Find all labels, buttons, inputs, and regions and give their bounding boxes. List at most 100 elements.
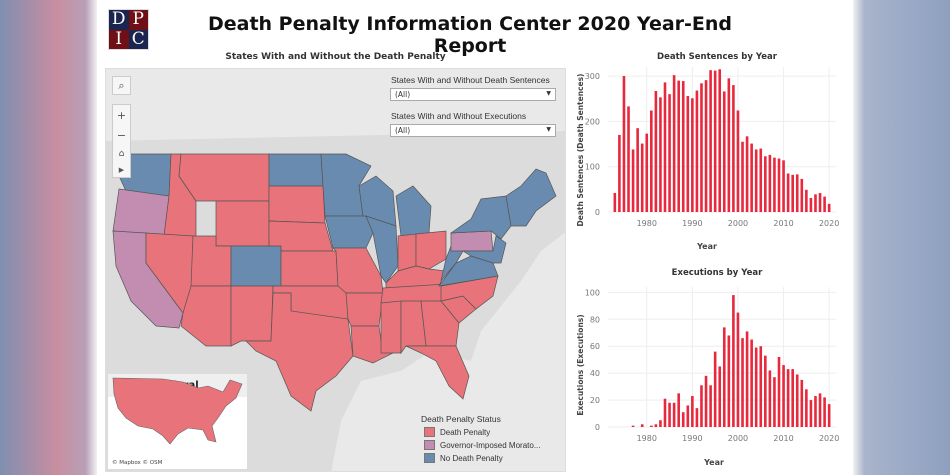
legend-swatch	[424, 440, 435, 450]
state-west-virginia[interactable]	[440, 245, 464, 282]
legend-item-death-penalty[interactable]: Death Penalty	[421, 427, 540, 437]
bar-1988	[681, 81, 685, 212]
state-wyoming[interactable]	[215, 200, 270, 247]
bar-1984	[663, 398, 667, 427]
search-map-button[interactable]: ⌕	[112, 76, 131, 95]
bar-1990	[691, 396, 694, 427]
bar-1998	[727, 335, 731, 427]
state-colorado[interactable]	[230, 245, 282, 287]
chart-title: Executions by Year	[672, 268, 763, 278]
bar-2001	[741, 141, 744, 212]
filter-executions-dropdown[interactable]: (All) ▼	[390, 124, 556, 137]
logo-letter: P	[128, 10, 148, 30]
x-axis-label: Year	[696, 242, 717, 251]
bar-2019	[823, 196, 826, 212]
y-tick-label: 80	[590, 315, 600, 324]
state-pennsylvania[interactable]	[450, 230, 494, 252]
bar-1989	[686, 405, 690, 427]
bar-2007	[768, 154, 772, 212]
bar-1993	[704, 80, 708, 212]
state-montana[interactable]	[178, 153, 270, 202]
executions-chart[interactable]: Executions by Year Year Executions (Exec…	[570, 260, 845, 475]
state-new-mexico[interactable]	[230, 285, 274, 347]
expand-arrow-icon[interactable]: ▶	[118, 165, 125, 174]
x-tick-label: 1990	[682, 434, 702, 443]
state-oregon[interactable]	[112, 188, 170, 237]
state-arkansas[interactable]	[345, 292, 384, 327]
bar-2004	[754, 347, 758, 427]
legend-label: Death Penalty	[440, 427, 491, 437]
x-tick-label: 2000	[728, 434, 748, 443]
bar-1993	[704, 375, 708, 427]
bar-1988	[681, 412, 685, 427]
page-title: Death Penalty Information Center 2020 Ye…	[207, 13, 733, 57]
federal-map	[112, 377, 243, 445]
bar-2016	[809, 197, 813, 212]
bar-1985	[668, 94, 671, 212]
legend-label: No Death Penalty	[440, 453, 503, 463]
bar-2000	[736, 110, 740, 212]
legend-item-no-death-penalty[interactable]: No Death Penalty	[421, 453, 540, 463]
y-axis-label: Death Sentences (Death Sentences)	[576, 74, 585, 227]
bar-1975	[622, 76, 626, 212]
death-sentences-chart[interactable]: Death Sentences by Year Year Death Sente…	[570, 45, 845, 260]
y-tick-label: 300	[585, 72, 600, 81]
bar-1995	[713, 70, 717, 212]
map-svg[interactable]	[106, 69, 566, 472]
x-axis-label: Year	[703, 458, 724, 467]
search-icon: ⌕	[118, 78, 125, 92]
bar-1984	[663, 82, 667, 212]
state-north-dakota[interactable]	[268, 153, 324, 187]
home-icon[interactable]: ⌂	[118, 148, 125, 159]
state-texas[interactable]	[245, 292, 354, 412]
legend-item-moratorium[interactable]: Governor-Imposed Morato...	[421, 440, 540, 450]
state-kansas[interactable]	[280, 250, 339, 287]
bar-2013	[795, 174, 799, 212]
state-indiana[interactable]	[397, 233, 417, 272]
bar-2016	[809, 400, 813, 427]
bar-2011	[786, 173, 790, 212]
legend-swatch	[424, 427, 435, 437]
state-iowa[interactable]	[324, 215, 374, 249]
bar-2006	[764, 156, 767, 212]
bar-1980	[645, 133, 649, 212]
bar-2003	[750, 143, 753, 212]
state-new-england[interactable]	[505, 168, 557, 227]
map-toolbar: + − ⌂ ▶	[112, 104, 131, 178]
us-map[interactable]: ⌕ + − ⌂ ▶ States With and Without Death …	[105, 68, 566, 472]
bar-2004	[754, 149, 758, 212]
state-georgia[interactable]	[420, 300, 460, 347]
zoom-out-icon[interactable]: −	[116, 128, 127, 142]
bar-2015	[805, 389, 808, 427]
state-michigan[interactable]	[395, 185, 432, 237]
bar-1977	[631, 149, 635, 212]
bar-1996	[718, 366, 722, 427]
state-south-dakota[interactable]	[268, 185, 326, 224]
state-mississippi[interactable]	[380, 300, 402, 354]
x-tick-label: 2010	[773, 219, 793, 228]
y-tick-label: 100	[585, 163, 600, 172]
bar-1994	[709, 70, 712, 212]
federal-inset[interactable]: Federal © Mapbox © OSM	[108, 374, 247, 469]
gulf-water	[361, 371, 451, 461]
state-florida[interactable]	[405, 345, 470, 400]
legend-title: Death Penalty Status	[421, 414, 501, 424]
bar-1990	[691, 98, 694, 212]
zoom-in-icon[interactable]: +	[116, 108, 127, 122]
state-ohio[interactable]	[415, 230, 447, 270]
bar-1997	[722, 91, 726, 212]
filter-sentences-dropdown[interactable]: (All) ▼	[390, 88, 556, 101]
y-tick-label: 20	[590, 396, 600, 405]
bar-1996	[718, 69, 722, 212]
y-tick-label: 100	[585, 288, 600, 297]
bar-1991	[695, 408, 699, 427]
bar-2006	[764, 355, 767, 427]
bar-2001	[741, 338, 744, 427]
states	[112, 153, 557, 412]
bar-1987	[677, 80, 680, 212]
bar-2019	[823, 397, 826, 427]
bar-1982	[654, 91, 658, 212]
bar-1999	[732, 295, 735, 427]
state-maryland-nj-de[interactable]	[461, 235, 507, 264]
bar-1981	[650, 425, 653, 427]
